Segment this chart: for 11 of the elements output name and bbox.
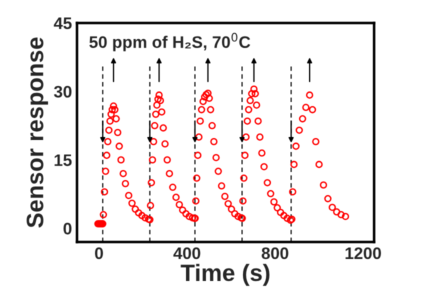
y-tick-label: 0 xyxy=(64,222,72,235)
y-tick-label: 15 xyxy=(54,154,72,166)
y-tick-label: 30 xyxy=(54,86,72,98)
x-tick-label: 400 xyxy=(173,247,200,260)
x-tick-label: 1200 xyxy=(346,247,381,260)
y-tick-label: 45 xyxy=(54,18,72,30)
text: 50 ppm of H₂S, 70$^{0}$C xyxy=(89,32,250,52)
x-tick-label: 0 xyxy=(95,247,103,260)
x-axis-title: Time (s) xyxy=(180,264,270,286)
y-axis-title: Sensor response xyxy=(26,38,48,228)
x-tick-label: 800 xyxy=(262,247,288,260)
